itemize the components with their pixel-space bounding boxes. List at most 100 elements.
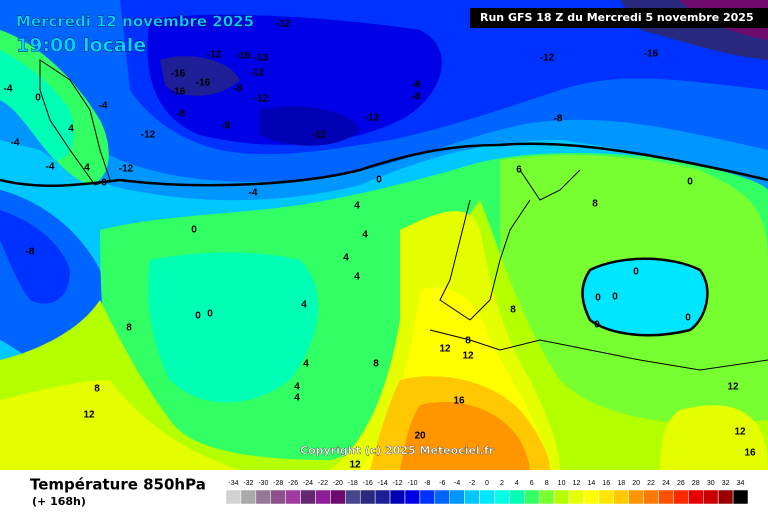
isotherm-label: 4 <box>303 359 309 370</box>
legend-label: -16 <box>363 480 373 487</box>
legend-label: 30 <box>707 480 715 487</box>
legend-label: -8 <box>424 480 430 487</box>
legend-swatch <box>374 489 391 505</box>
legend-swatch <box>732 489 749 505</box>
legend-swatch <box>315 489 331 505</box>
isotherm-label: 0 <box>376 175 382 186</box>
map-background <box>0 0 768 470</box>
isotherm-label: -8 <box>234 84 243 95</box>
isotherm-label: -8 <box>554 114 563 125</box>
isotherm-label: -16 <box>171 87 186 98</box>
legend-swatch <box>538 489 555 505</box>
legend-label: 18 <box>617 480 625 487</box>
isotherm-label: 0 <box>195 311 201 322</box>
legend-label: -2 <box>469 480 475 487</box>
legend-swatch <box>419 489 436 505</box>
isotherm-label: 4 <box>294 393 300 404</box>
legend-swatch <box>359 489 376 505</box>
legend-swatch <box>509 489 525 505</box>
isotherm-label: -8 <box>222 121 231 132</box>
legend-label: 26 <box>677 480 685 487</box>
isotherm-label: -8 <box>177 109 186 120</box>
legend-swatch <box>628 489 644 505</box>
legend-swatch <box>285 489 301 505</box>
isotherm-label: -12 <box>276 19 291 30</box>
isotherm-label: -8 <box>412 80 421 91</box>
legend-label: 20 <box>632 480 640 487</box>
legend-swatch <box>568 489 585 505</box>
isotherm-label: 8 <box>592 199 598 210</box>
legend-label: 10 <box>558 480 566 487</box>
legend-swatch <box>598 489 615 505</box>
legend-label: 16 <box>602 480 610 487</box>
legend-label: -32 <box>243 480 253 487</box>
footer-title: Température 850hPa <box>30 476 206 494</box>
isotherm-label: -12 <box>540 53 555 64</box>
isotherm-label: 12 <box>727 382 739 393</box>
isotherm-label: -12 <box>312 130 327 141</box>
isotherm-label: -16 <box>171 69 186 80</box>
legend-label: 14 <box>588 480 596 487</box>
legend-swatch <box>270 489 286 505</box>
legend-swatch <box>613 489 629 505</box>
isotherm-label: 4 <box>354 201 360 212</box>
legend-label: 6 <box>530 480 534 487</box>
isotherm-label: -12 <box>141 130 156 141</box>
isotherm-label: 16 <box>453 396 465 407</box>
isotherm-label: -16 <box>644 49 659 60</box>
legend-label: 4 <box>515 480 519 487</box>
isotherm-label: -4 <box>46 162 55 173</box>
isotherm-label: 4 <box>362 230 368 241</box>
isotherm-label: -12 <box>119 164 134 175</box>
isotherm-label: 12 <box>734 427 746 438</box>
copyright: Copyright (c) 2025 Meteociel.fr <box>300 444 495 457</box>
legend-swatch <box>524 489 540 505</box>
isotherm-label: -4 <box>11 138 20 149</box>
legend-label: -34 <box>228 480 238 487</box>
legend-label: -20 <box>333 480 343 487</box>
run-info: Run GFS 18 Z du Mercredi 5 novembre 2025 <box>480 11 754 24</box>
legend-swatch <box>494 489 510 505</box>
isotherm-label: 16 <box>744 448 756 459</box>
legend-swatch <box>464 489 480 505</box>
legend-label: 24 <box>662 480 670 487</box>
legend-swatch <box>643 489 659 505</box>
legend-swatch <box>703 489 719 505</box>
isotherm-label: 12 <box>349 460 361 471</box>
isotherm-label: 4 <box>84 163 90 174</box>
isotherm-label: 0 <box>207 309 213 320</box>
legend-label: 22 <box>647 480 655 487</box>
legend-swatch <box>404 489 421 505</box>
legend-swatch <box>553 489 570 505</box>
legend-label: 32 <box>722 480 730 487</box>
legend-swatch <box>225 489 242 505</box>
isotherm-label: 4 <box>68 124 74 135</box>
isotherm-label: -13 <box>254 53 269 64</box>
legend-label: -30 <box>258 480 268 487</box>
isotherm-label: -8 <box>412 92 421 103</box>
legend-swatch <box>255 489 271 505</box>
legend-label: 12 <box>573 480 581 487</box>
isotherm-label: -12 <box>365 113 380 124</box>
isotherm-label: 0 <box>612 292 618 303</box>
isotherm-label: 0 <box>633 267 639 278</box>
isotherm-label: -12 <box>254 94 269 105</box>
isotherm-label: 4 <box>294 382 300 393</box>
isotherm-label: 8 <box>126 323 132 334</box>
isotherm-label: 20 <box>414 431 426 442</box>
isotherm-label: 0 <box>594 320 600 331</box>
isotherm-label: 8 <box>94 384 100 395</box>
isotherm-label: 0 <box>687 177 693 188</box>
run-box <box>470 8 768 28</box>
legend-label: -6 <box>439 480 445 487</box>
isotherm-label: 0 <box>35 93 41 104</box>
isotherm-label: 6 <box>516 165 522 176</box>
legend-swatch <box>434 489 450 505</box>
legend-label: -18 <box>348 480 358 487</box>
isotherm-label: -16 <box>196 78 211 89</box>
isotherm-label: 8 <box>510 305 516 316</box>
time: 19:00 locale <box>16 35 146 57</box>
legend-label: -22 <box>318 480 328 487</box>
